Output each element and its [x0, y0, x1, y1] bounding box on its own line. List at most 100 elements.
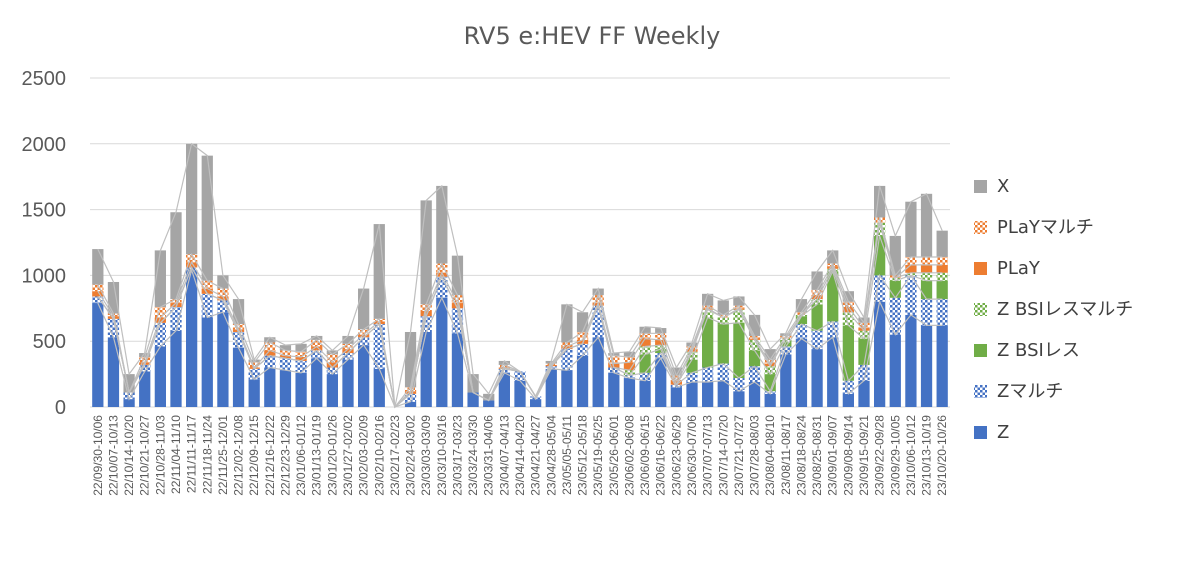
x-tick-label: 23/04/28-05/04 — [544, 415, 558, 496]
stacked-bars — [92, 143, 948, 407]
bar-segment — [811, 349, 823, 407]
bar-segment — [811, 271, 823, 290]
x-tick-label: 23/03/31-04/06 — [482, 415, 496, 496]
bar-segment — [874, 222, 886, 236]
bar-segment — [827, 321, 839, 338]
bar-segment — [733, 309, 745, 323]
x-tick-label: 22/12/23-12/29 — [278, 415, 292, 496]
bar-segment — [920, 280, 933, 300]
bar-segment — [717, 314, 729, 318]
x-tick-label: 23/04/14-04/20 — [513, 415, 527, 496]
bar-segment — [795, 324, 808, 339]
x-tick-label: 23/09/29-10/05 — [888, 415, 902, 496]
bar-segment — [186, 270, 198, 407]
bar-segment — [717, 363, 729, 381]
bar-segment — [623, 351, 636, 357]
bar-segment — [217, 288, 229, 297]
bar-segment — [889, 334, 901, 407]
x-tick-label: 23/03/03-03/09 — [419, 415, 433, 496]
bar-segment — [451, 255, 464, 296]
bar-segment — [842, 301, 854, 307]
bar-segment — [702, 317, 714, 368]
bar-segment — [154, 317, 166, 323]
bar-segment — [670, 375, 682, 381]
bar-segment — [342, 353, 354, 360]
bar-segment — [920, 272, 933, 281]
bar-segment — [639, 326, 651, 334]
legend-swatch — [974, 303, 987, 316]
bar-segment — [655, 345, 667, 350]
bar-segment — [342, 349, 354, 354]
x-tick-label: 23/04/21-04/27 — [529, 415, 543, 496]
bar-segment — [358, 337, 370, 346]
bar-segment — [404, 331, 417, 388]
bar-segment — [123, 399, 135, 407]
bar-segment — [827, 250, 839, 264]
x-tick-label: 23/08/11-08/17 — [779, 415, 793, 495]
bar-segment — [123, 374, 135, 393]
x-tick-label: 22/12/09-12/15 — [247, 415, 261, 496]
bar-segment — [92, 284, 104, 292]
bar-segment — [795, 312, 808, 315]
bar-segment — [170, 306, 182, 331]
bar-segment — [107, 318, 120, 338]
x-tick-label: 23/08/18-08/24 — [794, 415, 808, 496]
bar-segment — [170, 299, 182, 304]
x-tick-label: 23/04/07-04/13 — [497, 415, 511, 496]
bar-segment — [107, 337, 120, 407]
bar-segment — [764, 393, 776, 407]
bar-segment — [545, 368, 557, 407]
y-tick-label: 2500 — [22, 68, 67, 90]
bar-segment — [232, 299, 245, 325]
bar-segment — [248, 362, 260, 368]
bar-segment — [936, 230, 948, 257]
bar-segment — [920, 256, 933, 265]
bar-segment — [561, 346, 573, 350]
bar-segment — [717, 300, 729, 315]
x-tick-label: 23/06/30-07/06 — [685, 415, 699, 496]
bar-segment — [342, 335, 354, 344]
bar-segment — [279, 355, 292, 359]
bar-segment — [311, 358, 323, 407]
bar-segment — [889, 297, 901, 335]
bar-segment — [874, 275, 886, 302]
bar-segment — [311, 346, 323, 351]
bar-segment — [436, 263, 448, 273]
x-tick-label: 23/05/26-06/01 — [607, 415, 621, 496]
bar-segment — [514, 380, 526, 407]
x-tick-label: 23/06/23-06/29 — [669, 415, 683, 496]
bar-segment — [467, 392, 479, 407]
bar-segment — [311, 350, 323, 359]
chart-title: RV5 e:HEV FF Weekly — [464, 22, 721, 50]
bar-segment — [170, 303, 182, 307]
series-line — [97, 267, 943, 408]
bar-segment — [248, 379, 260, 407]
x-tick-label: 23/02/17-02/23 — [388, 415, 402, 496]
x-tick-label: 23/09/08-09/14 — [841, 415, 855, 496]
bar-segment — [748, 339, 761, 351]
bar-segment — [436, 185, 448, 264]
bar-segment — [623, 362, 636, 371]
bar-segment — [858, 364, 870, 381]
bar-segment — [874, 235, 886, 276]
bar-segment — [827, 337, 839, 407]
bar-segment — [748, 381, 761, 407]
bar-segment — [576, 339, 589, 344]
bar-segment — [639, 333, 651, 339]
bar-segment — [373, 324, 385, 369]
bar-segment — [295, 360, 307, 373]
bar-segment — [623, 356, 636, 363]
bar-segment — [733, 296, 745, 306]
bar-segment — [905, 314, 917, 407]
bar-segment — [874, 301, 886, 407]
x-tick-label: 23/05/12-05/18 — [576, 415, 590, 496]
bar-segment — [358, 288, 370, 330]
x-tick-label: 22/10/28-11/03 — [153, 415, 167, 495]
bar-segment — [326, 350, 338, 355]
bar-segment — [326, 374, 338, 407]
legend-label: PLaYマルチ — [997, 217, 1094, 238]
bar-segment — [483, 400, 495, 407]
bar-segment — [811, 299, 823, 305]
